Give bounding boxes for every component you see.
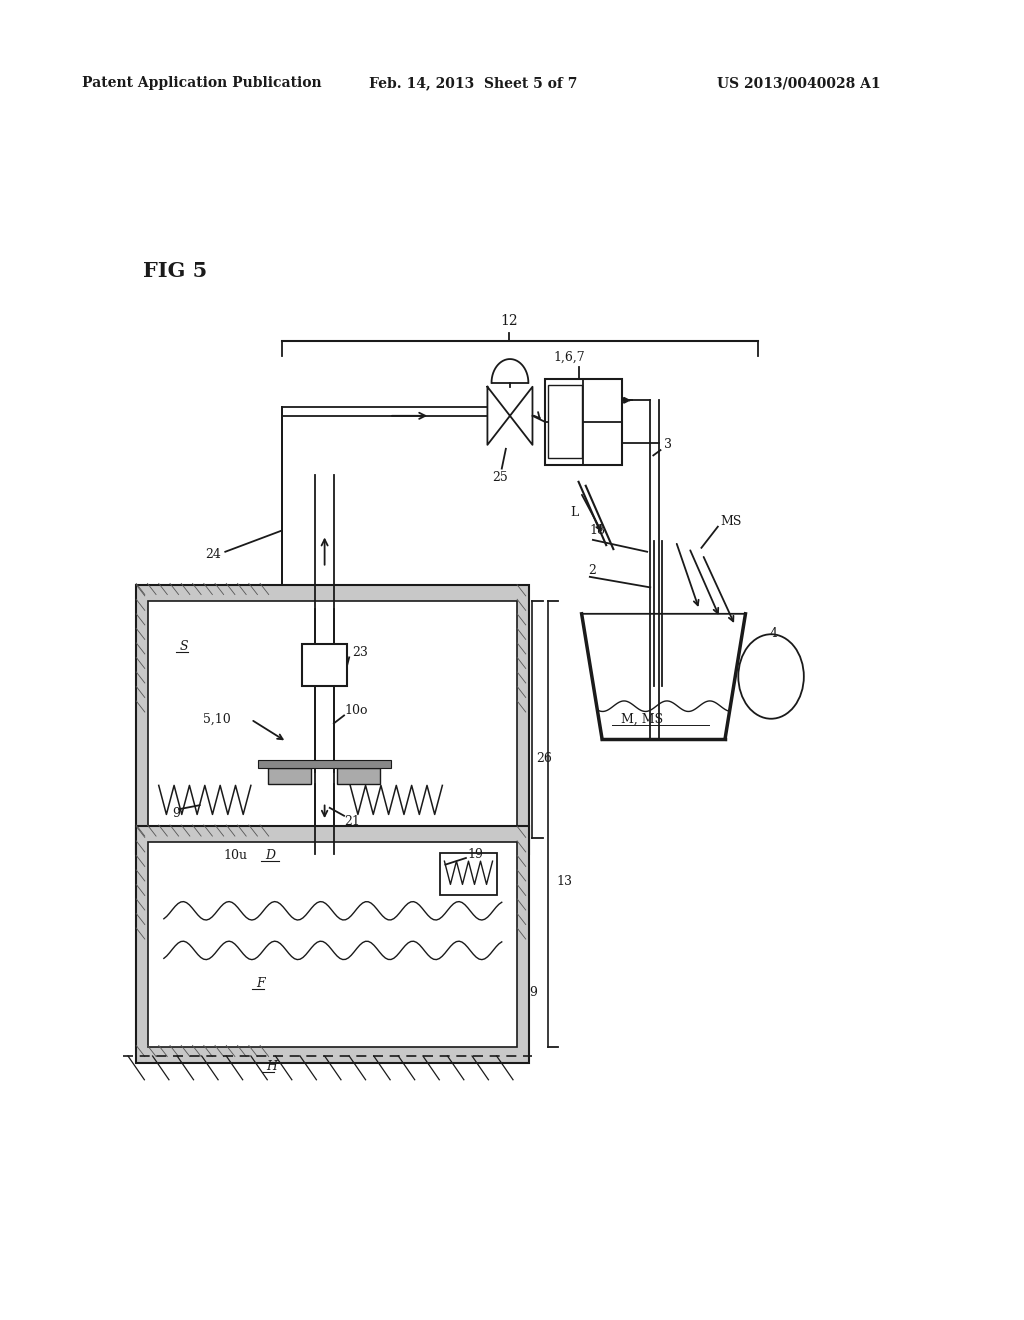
Bar (548, 385, 583, 458)
Text: MS: MS (720, 515, 741, 528)
Bar (302, 644, 347, 686)
Text: 19: 19 (467, 847, 483, 861)
Text: 21: 21 (344, 814, 360, 828)
Text: F: F (256, 977, 264, 990)
Text: 5,10: 5,10 (203, 713, 230, 726)
Text: 9: 9 (529, 986, 538, 999)
Text: FIG 5: FIG 5 (143, 260, 208, 281)
Bar (148, 601, 517, 838)
Text: 26: 26 (537, 752, 553, 766)
Text: 13: 13 (556, 875, 572, 888)
Text: 9: 9 (172, 807, 180, 820)
Bar (545, 379, 622, 465)
Text: 4: 4 (770, 627, 778, 640)
Text: S: S (179, 640, 187, 653)
Bar (258, 760, 391, 768)
Text: 12: 12 (500, 314, 518, 327)
Text: M, MS: M, MS (621, 713, 664, 726)
Text: 10u: 10u (223, 849, 247, 862)
Text: 25: 25 (492, 471, 508, 484)
Text: 10o: 10o (344, 704, 368, 717)
Bar (136, 826, 529, 1063)
Text: D: D (265, 849, 275, 862)
Bar (268, 768, 311, 784)
Text: 2: 2 (588, 564, 596, 577)
Text: L: L (570, 506, 579, 519)
Bar (136, 585, 529, 854)
Bar (148, 842, 517, 1047)
Text: Feb. 14, 2013  Sheet 5 of 7: Feb. 14, 2013 Sheet 5 of 7 (369, 77, 577, 90)
Text: 18: 18 (590, 524, 606, 537)
Text: 23: 23 (352, 645, 369, 659)
Text: US 2013/0040028 A1: US 2013/0040028 A1 (717, 77, 881, 90)
Text: 1,6,7: 1,6,7 (553, 351, 585, 364)
Text: 24: 24 (205, 548, 221, 561)
Bar (337, 768, 380, 784)
Text: 3: 3 (664, 438, 672, 451)
Text: H: H (266, 1060, 278, 1073)
Bar (440, 853, 497, 895)
Text: Patent Application Publication: Patent Application Publication (82, 77, 322, 90)
